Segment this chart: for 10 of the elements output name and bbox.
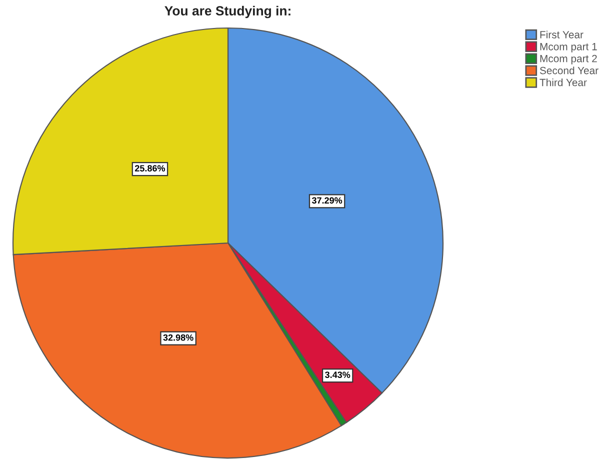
data-label: 25.86% [134, 165, 166, 172]
chart-title: You are Studying in: [164, 6, 290, 18]
legend-label: Mcom part 1 [540, 43, 597, 52]
data-label: 32.98% [163, 334, 194, 341]
legend-label: Mcom part 2 [540, 54, 597, 64]
data-label: 37.29% [312, 197, 342, 204]
legend-label: Third Year [540, 78, 587, 86]
legend-label: Second Year [540, 66, 598, 74]
legend-label: First Year [540, 30, 584, 38]
data-label: 3.43% [325, 372, 350, 378]
